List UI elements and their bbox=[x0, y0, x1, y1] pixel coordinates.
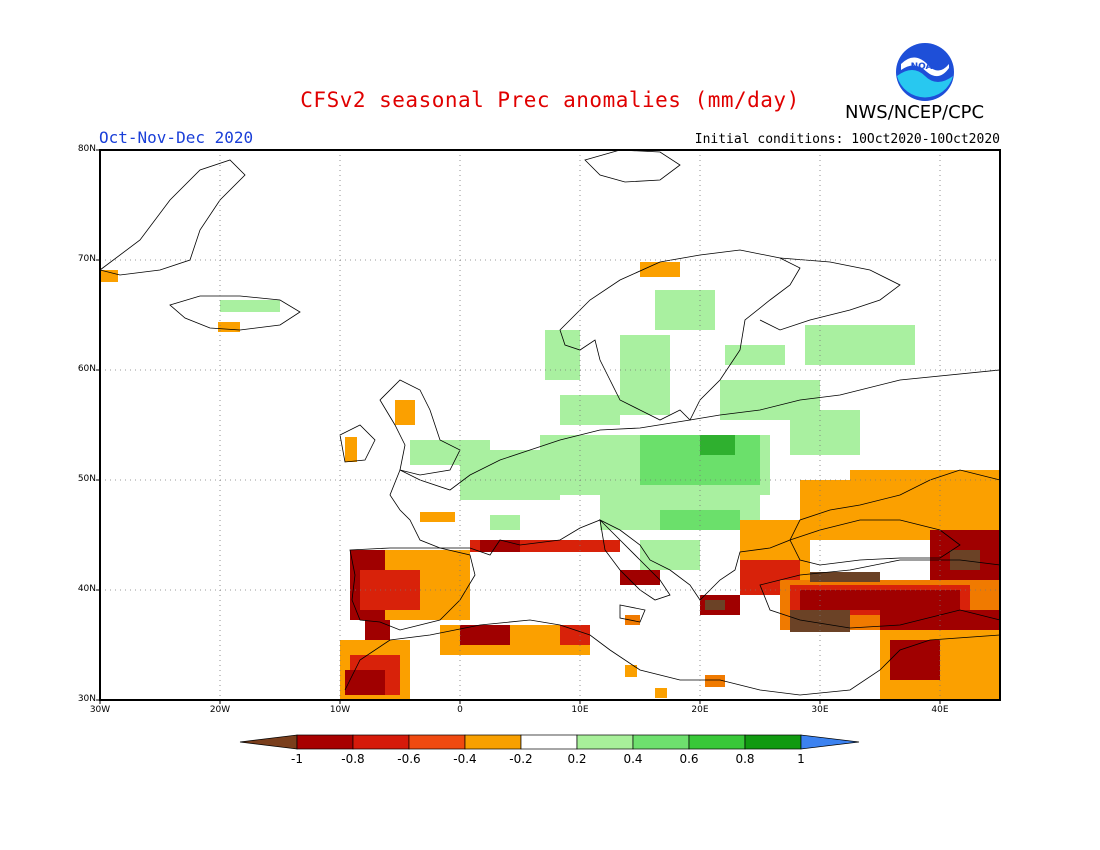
colorbar-label: 0.4 bbox=[623, 752, 643, 766]
lon-label: 30W bbox=[89, 705, 111, 715]
anomaly-cells bbox=[100, 262, 1000, 700]
lat-label: 60N bbox=[77, 364, 96, 374]
colorbar-swatch bbox=[296, 734, 354, 750]
anomaly-cell bbox=[850, 470, 1000, 505]
anomaly-cell bbox=[395, 400, 415, 425]
lon-label: 10E bbox=[571, 705, 589, 715]
graticule bbox=[100, 150, 1000, 700]
anomaly-cell bbox=[365, 620, 390, 640]
map-title: CFSv2 seasonal Prec anomalies (mm/day) bbox=[300, 88, 800, 112]
colorbar bbox=[239, 734, 860, 750]
colorbar-swatch bbox=[576, 734, 634, 750]
colorbar-arrow-left bbox=[239, 734, 298, 750]
agency-label: NWS/NCEP/CPC bbox=[845, 102, 985, 123]
anomaly-cell bbox=[790, 410, 860, 455]
colorbar-label: -0.4 bbox=[453, 752, 477, 766]
lat-label: 30N bbox=[77, 694, 96, 704]
lon-label: 40E bbox=[931, 705, 949, 715]
colorbar-label: 0.8 bbox=[735, 752, 755, 766]
colorbar-label: -1 bbox=[291, 752, 303, 766]
lon-label: 20W bbox=[209, 705, 231, 715]
colorbar-label: -0.6 bbox=[397, 752, 421, 766]
anomaly-cell bbox=[800, 590, 960, 610]
colorbar-label: -0.8 bbox=[341, 752, 365, 766]
anomaly-cell bbox=[640, 540, 700, 570]
season-label: Oct-Nov-Dec 2020 bbox=[99, 128, 254, 147]
lat-label: 50N bbox=[77, 474, 96, 484]
colorbar-swatch bbox=[352, 734, 410, 750]
anomaly-cell bbox=[890, 640, 940, 680]
colorbar-label: 1 bbox=[797, 752, 805, 766]
colorbar-arrow-right bbox=[800, 734, 860, 750]
anomaly-cell bbox=[460, 625, 510, 645]
axis-ticks bbox=[96, 149, 941, 704]
noaa-logo: NOAA bbox=[896, 43, 954, 101]
colorbar-swatch bbox=[688, 734, 746, 750]
lon-label: 30E bbox=[811, 705, 829, 715]
anomaly-cell bbox=[705, 675, 725, 687]
colorbar-swatch bbox=[520, 734, 578, 750]
lon-label: 10W bbox=[329, 705, 351, 715]
anomaly-cell bbox=[100, 270, 118, 282]
anomaly-cell bbox=[560, 625, 590, 645]
colorbar-swatch bbox=[744, 734, 802, 750]
anomaly-cell bbox=[345, 437, 357, 462]
lat-label: 70N bbox=[77, 254, 96, 264]
lat-label: 80N bbox=[77, 144, 96, 154]
anomaly-cell bbox=[725, 345, 785, 365]
anomaly-cell bbox=[705, 600, 725, 610]
initial-conditions-label: Initial conditions: 10Oct2020-10Oct2020 bbox=[694, 132, 1000, 147]
anomaly-cell bbox=[345, 670, 385, 695]
anomaly-cell bbox=[700, 435, 735, 455]
colorbar-swatch bbox=[408, 734, 466, 750]
anomaly-cell bbox=[218, 322, 240, 332]
anomaly-cell bbox=[625, 615, 640, 625]
anomaly-cell bbox=[655, 290, 715, 330]
lon-label: 0 bbox=[457, 705, 463, 715]
colorbar-label: 0.6 bbox=[679, 752, 699, 766]
anomaly-cell bbox=[625, 665, 637, 677]
colorbar-label: 0.2 bbox=[567, 752, 587, 766]
anomaly-cell bbox=[640, 262, 680, 277]
colorbar-swatch bbox=[464, 734, 522, 750]
anomaly-cell bbox=[420, 512, 455, 522]
anomaly-cell bbox=[810, 572, 880, 582]
anomaly-cell bbox=[805, 325, 915, 365]
anomaly-cell bbox=[560, 395, 620, 425]
anomaly-cell bbox=[620, 335, 670, 415]
noaa-logo-text: NOAA bbox=[911, 62, 940, 72]
anomaly-cell bbox=[620, 570, 660, 585]
colorbar-label: -0.2 bbox=[509, 752, 533, 766]
anomaly-cell bbox=[220, 300, 280, 312]
anomaly-cell bbox=[480, 540, 520, 552]
lon-label: 20E bbox=[691, 705, 709, 715]
anomaly-cell bbox=[490, 515, 520, 530]
anomaly-cell bbox=[950, 550, 980, 570]
anomaly-cell bbox=[655, 688, 667, 698]
lat-label: 40N bbox=[77, 584, 96, 594]
map-frame bbox=[99, 149, 1001, 701]
colorbar-swatch bbox=[632, 734, 690, 750]
